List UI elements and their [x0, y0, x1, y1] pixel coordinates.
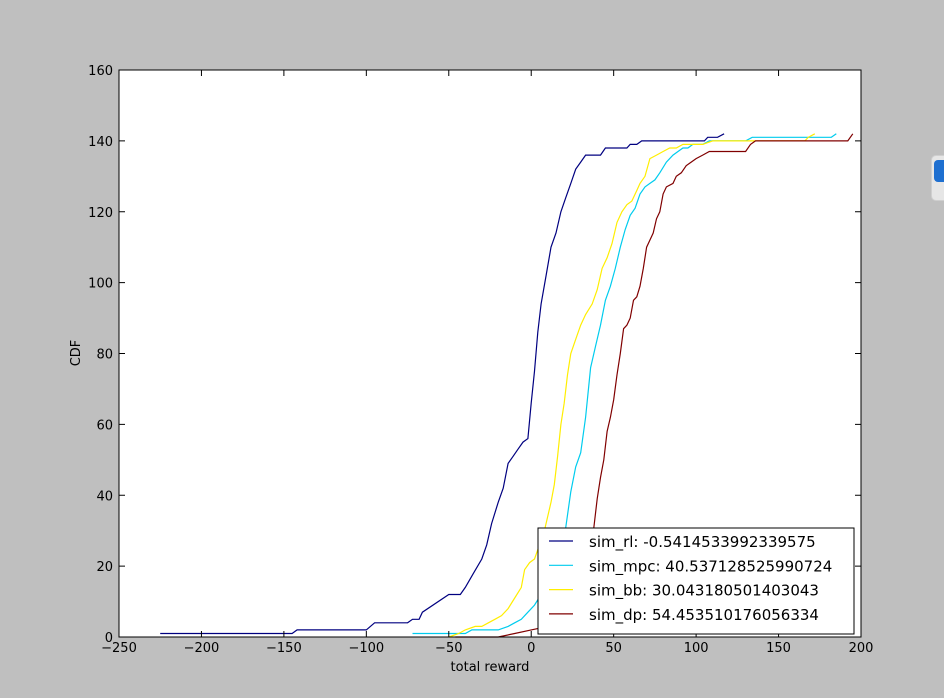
series-line-1 [412, 133, 837, 635]
x-tick-label: −150 [266, 641, 302, 656]
x-tick-label: 150 [766, 641, 791, 656]
x-tick-label: 0 [527, 641, 535, 656]
series-line-2 [448, 133, 816, 638]
y-tick-label: 120 [88, 206, 113, 221]
y-tick-label: 20 [96, 560, 113, 575]
y-tick-label: 160 [88, 64, 113, 79]
y-tick-label: 40 [96, 489, 113, 504]
legend: sim_rl: -0.5414533992339575 sim_mpc: 40.5… [537, 527, 855, 635]
y-tick-label: 100 [88, 277, 113, 292]
x-tick-label: 200 [849, 641, 874, 656]
y-tick-label: 80 [96, 348, 113, 363]
x-tick-label: −250 [101, 641, 137, 656]
x-tick-label: −50 [435, 641, 462, 656]
y-tick-label: 60 [96, 418, 113, 433]
y-tick-label: 140 [88, 135, 113, 150]
legend-label-2: sim_bb: 30.043180501403043 [589, 582, 819, 601]
x-tick-label: 50 [605, 641, 622, 656]
y-axis-label: CDF [69, 340, 84, 367]
ticks-layer: −250 −200 −150 −100 −50 0 50 100 150 200 0 20 40 60 80… [88, 64, 873, 656]
y-tick-label: 0 [105, 631, 113, 646]
x-tick-label: −200 [184, 641, 220, 656]
side-panel-toggle-icon[interactable] [931, 155, 944, 201]
x-axis-label: total reward [451, 660, 530, 675]
legend-label-0: sim_rl: -0.5414533992339575 [589, 533, 816, 552]
series-line-0 [160, 133, 725, 635]
legend-label-1: sim_mpc: 40.537128525990724 [589, 557, 832, 576]
x-tick-label: −100 [348, 641, 384, 656]
legend-label-3: sim_dp: 54.453510176056334 [589, 606, 819, 625]
x-tick-label: 100 [684, 641, 709, 656]
legend-box [537, 527, 855, 635]
